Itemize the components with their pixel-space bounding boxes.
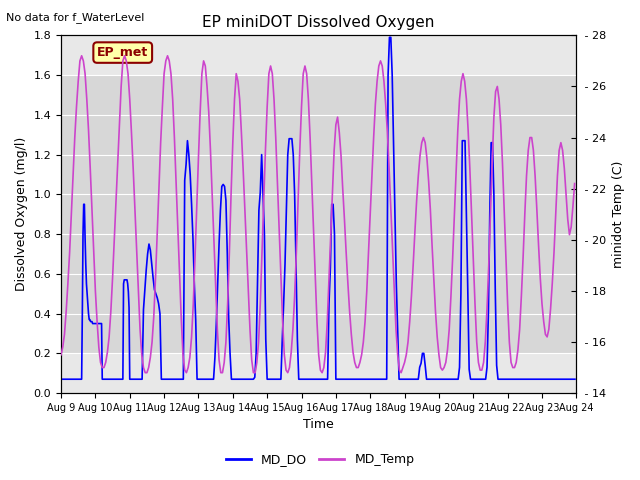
Y-axis label: minidot Temp (C): minidot Temp (C) — [612, 160, 625, 268]
Title: EP miniDOT Dissolved Oxygen: EP miniDOT Dissolved Oxygen — [202, 15, 435, 30]
Text: No data for f_WaterLevel: No data for f_WaterLevel — [6, 12, 145, 23]
Bar — [61, 75, 577, 353]
Legend: MD_DO, MD_Temp: MD_DO, MD_Temp — [221, 448, 419, 471]
Y-axis label: Dissolved Oxygen (mg/l): Dissolved Oxygen (mg/l) — [15, 137, 28, 291]
Text: EP_met: EP_met — [97, 46, 148, 59]
X-axis label: Time: Time — [303, 419, 334, 432]
